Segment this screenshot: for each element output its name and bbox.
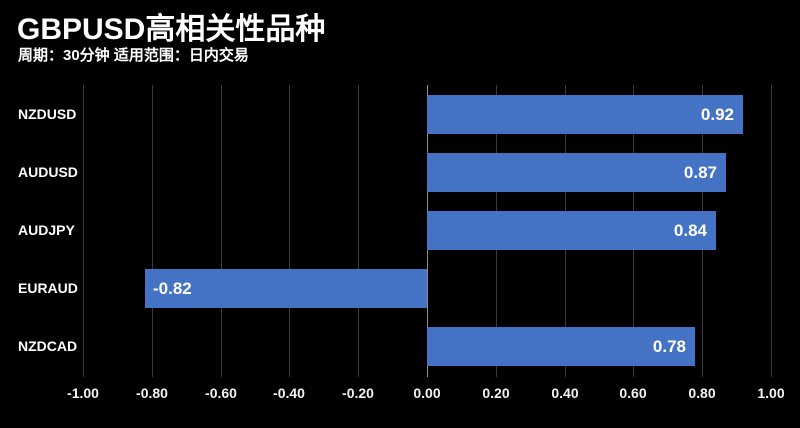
category-label: AUDUSD — [18, 164, 78, 180]
category-label: NZDUSD — [18, 106, 77, 122]
gridline — [770, 85, 772, 377]
x-axis-tick-label: 0.80 — [688, 385, 716, 401]
bar-value-label: -0.82 — [153, 278, 192, 298]
bar-value-label: 0.84 — [673, 220, 707, 240]
x-axis-tick-label: -0.20 — [342, 385, 374, 401]
x-axis-tick-label: -0.80 — [136, 385, 168, 401]
bar-value-label: 0.78 — [652, 336, 686, 356]
gridline — [82, 85, 84, 377]
bar-value-label: 0.87 — [683, 162, 717, 182]
category-label: NZDCAD — [18, 338, 78, 354]
bar-value-label: 0.92 — [700, 104, 734, 124]
category-label: EURAUD — [18, 280, 78, 296]
x-axis-tick-label: 0.40 — [551, 385, 579, 401]
bar: 0.84 — [427, 211, 716, 250]
x-axis-tick-label: -0.40 — [273, 385, 305, 401]
x-axis-tick-label: -1.00 — [67, 385, 99, 401]
gridline — [151, 85, 153, 377]
x-axis-tick-label: 1.00 — [757, 385, 785, 401]
x-axis-tick-label: 0.20 — [482, 385, 510, 401]
bar: 0.87 — [427, 153, 726, 192]
gridline — [357, 85, 359, 377]
x-axis-tick-label: 0.00 — [413, 385, 441, 401]
bar: 0.92 — [427, 95, 743, 134]
x-axis-tick-label: 0.60 — [619, 385, 647, 401]
chart-subtitle: 周期：30分钟 适用范围：日内交易 — [18, 47, 249, 64]
category-label: AUDJPY — [18, 222, 75, 238]
x-axis-tick-label: -0.60 — [205, 385, 237, 401]
gridline — [288, 85, 290, 377]
gridline — [220, 85, 222, 377]
bar: -0.82 — [145, 269, 427, 308]
chart-title: GBPUSD高相关性品种 — [17, 13, 326, 46]
bar: 0.78 — [427, 327, 695, 366]
